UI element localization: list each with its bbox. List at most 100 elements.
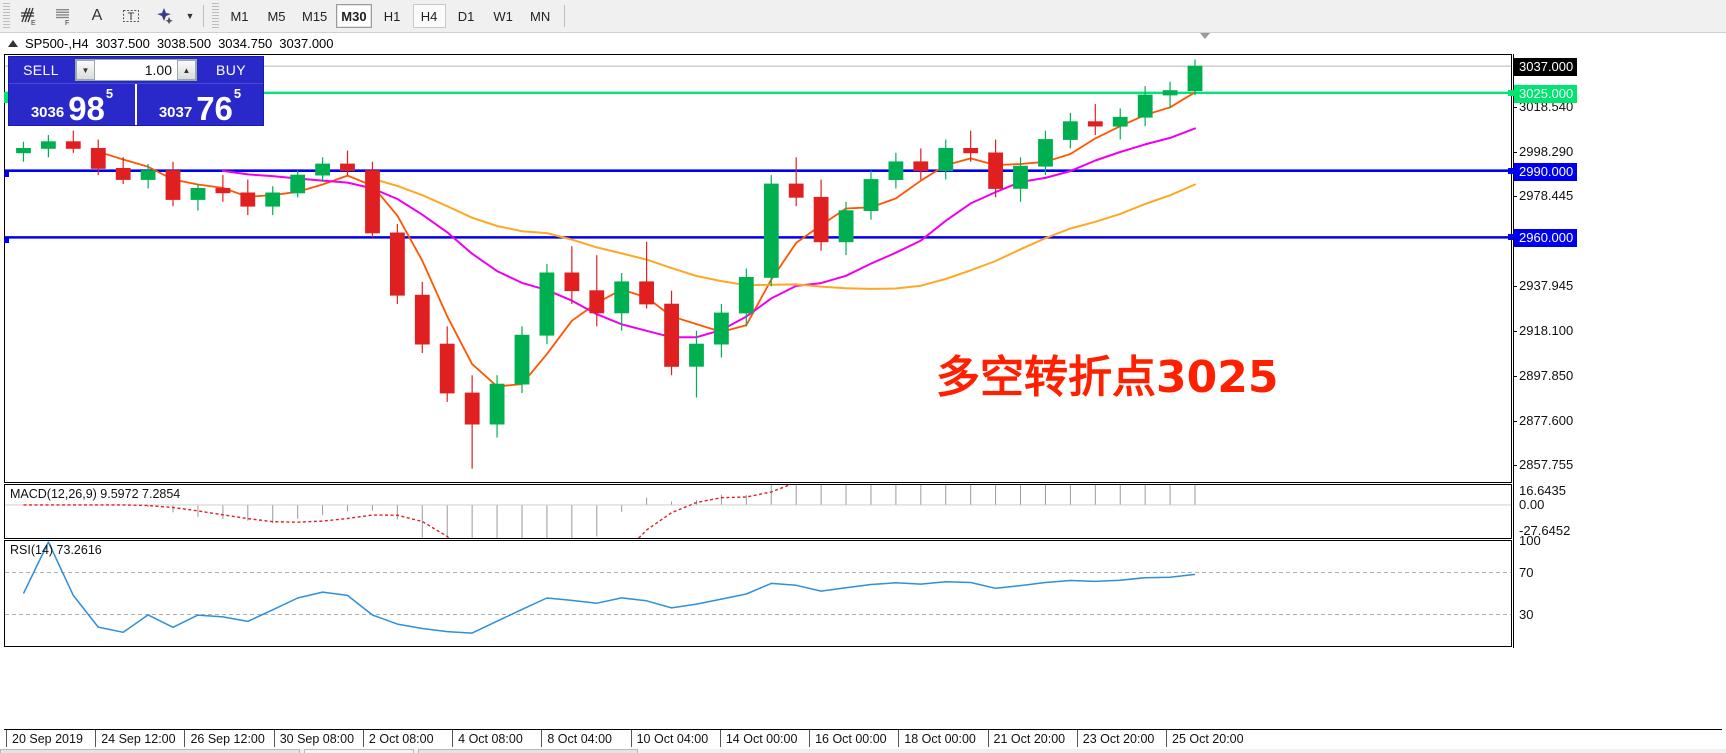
- bottom-tab-1[interactable]: [0, 749, 300, 753]
- timeframe-m5[interactable]: M5: [267, 8, 286, 24]
- timeframe-m1[interactable]: M1: [230, 8, 249, 24]
- ohlc-low: 3034.750: [218, 36, 273, 51]
- price-axis-tick: [1513, 286, 1517, 288]
- trade-panel-header: SELL ▼ 1.00 ▲ BUY: [9, 57, 263, 83]
- timeframe-toolbar-grip[interactable]: [212, 3, 219, 29]
- time-axis-label: 20 Sep 2019: [12, 732, 83, 746]
- price-axis-label: 2857.755: [1519, 456, 1574, 472]
- price-axis-badge[interactable]: 3025.000: [1514, 84, 1578, 103]
- blue-level-left-marker-2: [4, 238, 9, 243]
- macd-title: MACD(12,26,9) 9.5972 7.2854: [10, 487, 181, 501]
- indicators-icon[interactable]: E: [12, 1, 46, 31]
- one-click-trading-panel[interactable]: SELL ▼ 1.00 ▲ BUY 3036 98 5 3037 76 5: [8, 56, 264, 126]
- time-axis-tick: [630, 730, 632, 747]
- chart-symbol-label: SP500-,H4: [25, 36, 89, 51]
- trade-panel-prices: 3036 98 5 3037 76 5: [9, 83, 263, 125]
- chart-area: MACD(12,26,9) 9.5972 7.2854 RSI(14) 73.2…: [4, 54, 1722, 729]
- text-tool-icon[interactable]: A: [91, 7, 103, 24]
- sell-price-big: 98: [68, 90, 105, 127]
- time-axis-tick: [898, 730, 900, 747]
- price-axis-tick: [1513, 107, 1517, 109]
- collapse-triangle-icon[interactable]: [8, 40, 18, 47]
- buy-price[interactable]: 3037 76 5: [135, 84, 263, 125]
- timeframe-mn[interactable]: MN: [529, 8, 551, 24]
- timeframe-h1[interactable]: H1: [383, 8, 401, 24]
- time-axis-label: 26 Sep 12:00: [190, 732, 265, 746]
- macd-chart-svg: [5, 485, 1511, 538]
- svg-text:E: E: [31, 20, 36, 27]
- macd-axis-label: 16.6435: [1519, 483, 1566, 498]
- price-axis-label: 2978.445: [1519, 188, 1574, 204]
- buy-price-whole: 3037: [158, 104, 193, 121]
- time-axis[interactable]: 20 Sep 2019 24 Sep 12:00 26 Sep 12:00 30 Se…: [4, 729, 1722, 749]
- price-axis-tick: [1513, 330, 1517, 332]
- buy-button[interactable]: BUY: [216, 62, 246, 78]
- level-line-handle[interactable]: [1508, 234, 1514, 241]
- toolbar-separator: [203, 5, 204, 27]
- buy-price-big: 76: [196, 90, 233, 127]
- sell-price-fraction: 5: [105, 86, 114, 101]
- rsi-axis-label: 70: [1519, 564, 1534, 580]
- time-axis-tick: [362, 730, 364, 747]
- objects-icon[interactable]: [148, 1, 182, 31]
- time-axis-label: 16 Oct 00:00: [815, 732, 887, 746]
- price-axis-badge[interactable]: 2960.000: [1514, 229, 1578, 248]
- rsi-title: RSI(14) 73.2616: [10, 543, 102, 557]
- text-label-icon[interactable]: T: [114, 1, 148, 31]
- ohlc-close: 3037.000: [279, 36, 334, 51]
- dropdown-arrow-icon[interactable]: ▼: [185, 11, 195, 21]
- macd-pane[interactable]: MACD(12,26,9) 9.5972 7.2854: [4, 484, 1512, 539]
- time-axis-label: 30 Sep 08:00: [279, 732, 355, 746]
- level-line-handle[interactable]: [1508, 89, 1514, 96]
- chart-annotation-text: 多空转折点3025: [936, 352, 1279, 403]
- chart-quote-line: SP500-,H4 3037.500 3038.500 3034.750 303…: [0, 34, 1726, 53]
- sell-button[interactable]: SELL: [23, 62, 59, 78]
- macd-axis-label: -27.6452: [1519, 523, 1571, 538]
- templates-icon[interactable]: F: [46, 1, 80, 31]
- volume-increase-icon[interactable]: ▲: [177, 60, 196, 80]
- rsi-axis-label: 100: [1519, 533, 1541, 548]
- bottom-tab-3[interactable]: [418, 749, 638, 753]
- timeframe-h4[interactable]: H4: [412, 4, 446, 28]
- sell-price[interactable]: 3036 98 5: [9, 84, 135, 125]
- price-axis-tick: [1513, 464, 1517, 466]
- time-axis-tick: [452, 730, 454, 747]
- price-axis-badge[interactable]: 3037.000: [1514, 58, 1578, 77]
- price-axis-tick: [1513, 375, 1517, 377]
- price-axis-badge[interactable]: 2990.000: [1514, 162, 1578, 181]
- time-axis-tick: [719, 730, 721, 747]
- price-axis-line: [1513, 54, 1514, 648]
- rsi-pane[interactable]: RSI(14) 73.2616: [4, 540, 1512, 647]
- main-toolbar: E F A T ▼: [0, 0, 1726, 33]
- volume-input[interactable]: 1.00: [95, 60, 177, 80]
- timeframe-m30[interactable]: M30: [336, 4, 372, 28]
- svg-text:T: T: [128, 11, 135, 23]
- volume-decrease-icon[interactable]: ▼: [76, 60, 95, 80]
- time-axis-label: 23 Oct 20:00: [1082, 732, 1155, 746]
- green-level-left-marker: [4, 92, 8, 103]
- time-axis-label: 25 Oct 20:00: [1172, 732, 1244, 746]
- price-axis[interactable]: 3018.540 2998.290 2978.445 2960.000 2937.945…: [1508, 54, 1722, 648]
- price-axis-label: 2918.100: [1519, 322, 1574, 338]
- price-axis-label: 2877.600: [1519, 412, 1574, 428]
- buy-price-fraction: 5: [233, 86, 242, 101]
- timeframe-w1[interactable]: W1: [493, 8, 513, 24]
- rsi-chart-svg: [5, 541, 1511, 634]
- price-axis-label: 3018.540: [1519, 99, 1574, 115]
- timeframe-m15[interactable]: M15: [302, 8, 328, 24]
- toolbar-grip[interactable]: [3, 3, 10, 29]
- crosshair-marker-icon: [1200, 33, 1210, 39]
- time-axis-tick: [273, 730, 275, 747]
- time-axis-label: 14 Oct 00:00: [725, 732, 798, 746]
- time-axis-tick: [809, 730, 811, 747]
- time-axis-tick: [95, 730, 97, 747]
- time-axis-label: 10 Oct 04:00: [636, 732, 709, 746]
- volume-stepper[interactable]: ▼ 1.00 ▲: [75, 59, 197, 81]
- timeframe-d1[interactable]: D1: [457, 8, 475, 24]
- macd-plot: [5, 485, 1511, 538]
- time-axis-tick: [1166, 730, 1167, 747]
- bottom-tab-2[interactable]: [304, 749, 414, 753]
- toolbar-separator-2: [563, 5, 565, 27]
- level-line-handle[interactable]: [1508, 167, 1514, 174]
